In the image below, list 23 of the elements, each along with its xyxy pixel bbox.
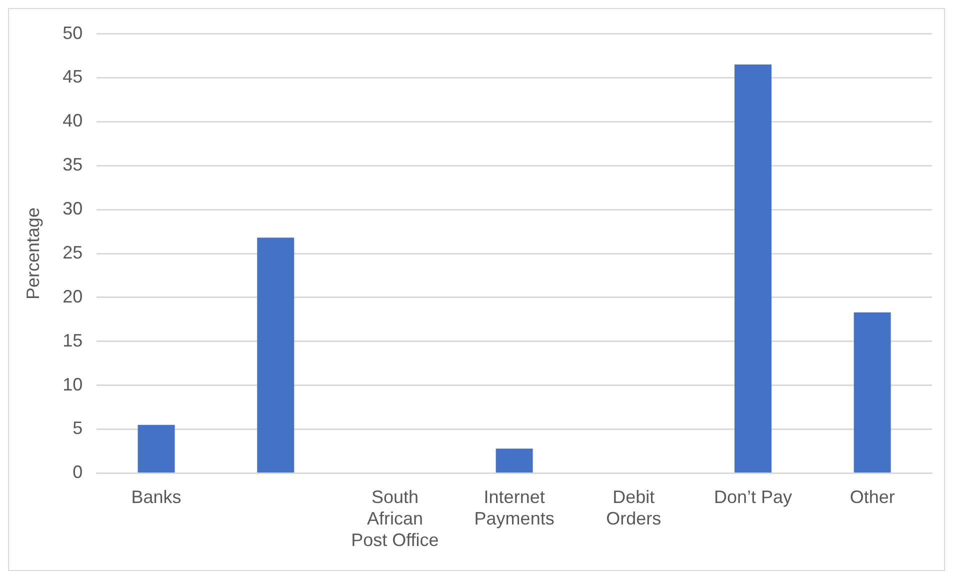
bar (138, 424, 175, 472)
x-tick-label: Debit Orders (606, 486, 662, 529)
x-tick-label: Don’t Pay (714, 486, 792, 507)
y-tick-label: 15 (62, 330, 83, 350)
y-tick-label: 5 (72, 418, 83, 438)
y-tick-label: 40 (62, 110, 83, 131)
y-tick-label: 35 (62, 154, 83, 175)
y-tick-label: 0 (72, 462, 83, 482)
y-tick-label: 30 (62, 198, 83, 219)
bar (854, 312, 891, 472)
y-tick-label: 50 (62, 22, 83, 43)
y-tick-label: 25 (62, 242, 83, 262)
bar (257, 238, 294, 472)
x-tick-label: South African Post Office (351, 486, 439, 550)
y-tick-label: 10 (62, 374, 83, 394)
bar (734, 64, 772, 472)
bar (496, 448, 533, 472)
x-tick-label: Banks (131, 486, 182, 507)
y-tick-label: 20 (62, 286, 83, 306)
y-tick-label: 45 (62, 66, 83, 87)
x-tick-label: Internet Payments (474, 486, 554, 529)
x-tick-label: Other (850, 486, 895, 507)
y-axis-title: Percentage (22, 207, 43, 300)
